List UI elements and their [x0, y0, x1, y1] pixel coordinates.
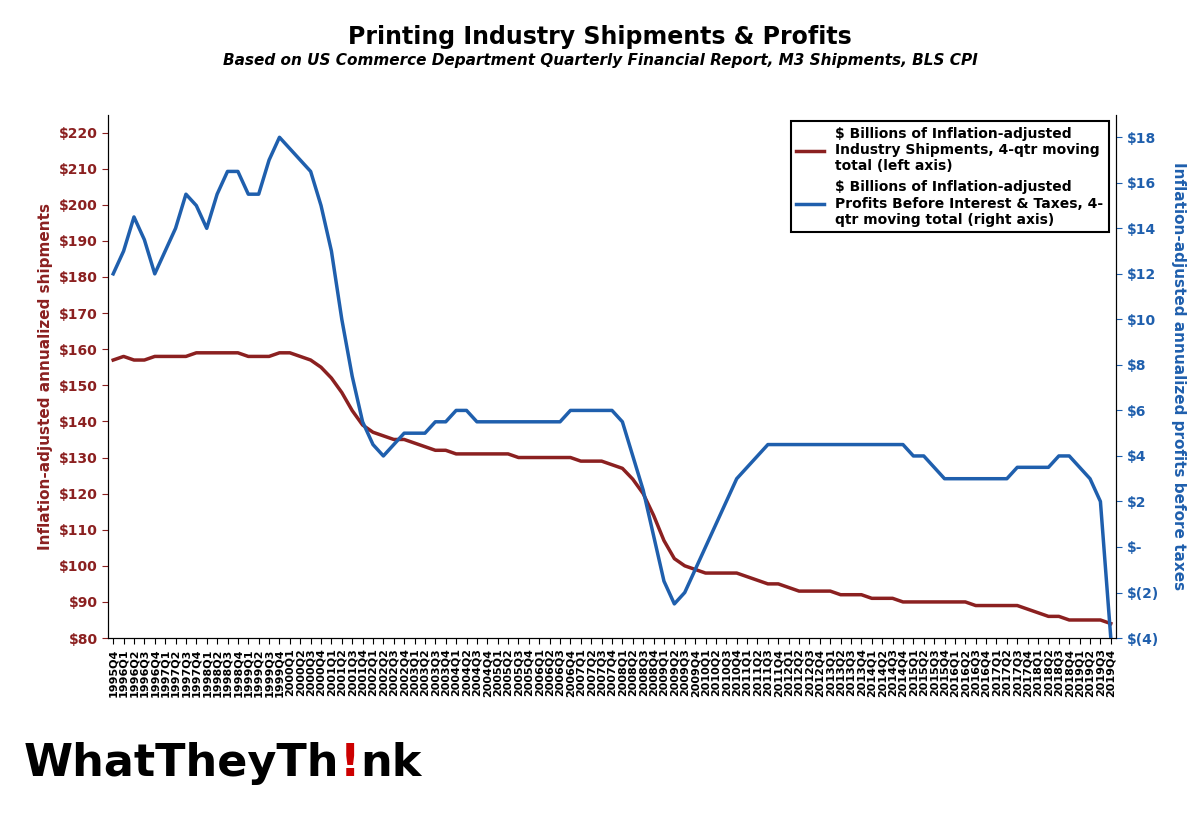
Text: WhatTheyTh: WhatTheyTh: [24, 742, 340, 785]
Text: !: !: [340, 742, 360, 785]
Legend: $ Billions of Inflation-adjusted
Industry Shipments, 4-qtr moving
total (left ax: $ Billions of Inflation-adjusted Industr…: [791, 121, 1109, 232]
Text: Based on US Commerce Department Quarterly Financial Report, M3 Shipments, BLS CP: Based on US Commerce Department Quarterl…: [223, 53, 977, 68]
Y-axis label: Inflation-adjusted annualized shipments: Inflation-adjusted annualized shipments: [38, 203, 53, 550]
Text: Printing Industry Shipments & Profits: Printing Industry Shipments & Profits: [348, 25, 852, 48]
Y-axis label: Inflation-adjusted annualized profits before taxes: Inflation-adjusted annualized profits be…: [1171, 162, 1187, 591]
Text: nk: nk: [360, 742, 421, 785]
